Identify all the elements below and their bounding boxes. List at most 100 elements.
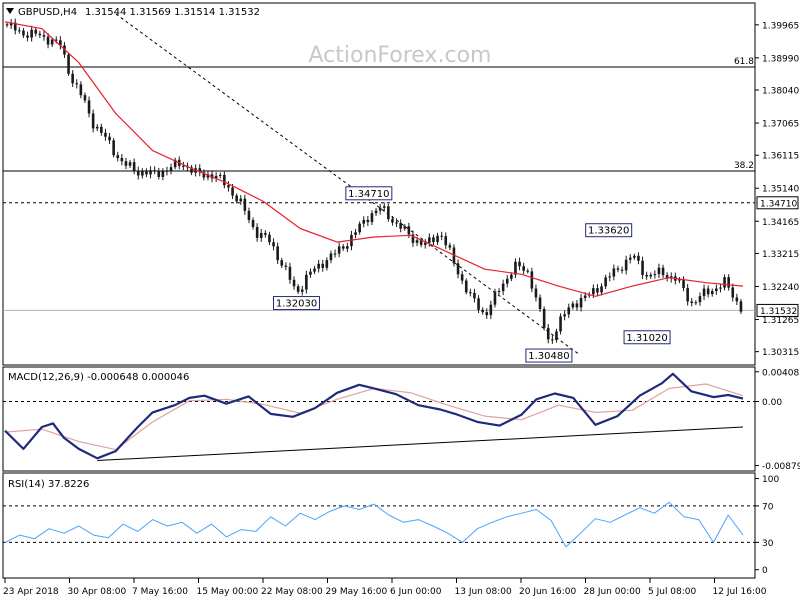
- macd-panel-frame: [2, 366, 756, 472]
- candle-body: [686, 287, 689, 302]
- time-axis-label: 15 May 00:00: [197, 587, 259, 597]
- candle-body: [67, 54, 70, 74]
- candle-body: [645, 274, 648, 277]
- price-y-tick-label: 1.31265: [762, 316, 799, 326]
- candle-body: [145, 171, 148, 175]
- candle-body: [370, 213, 374, 223]
- time-axis: 23 Apr 2018 30 Apr 08:00 7 May 16:00 15 May…: [3, 578, 767, 597]
- candle-body: [341, 246, 345, 249]
- candle-body: [702, 288, 706, 297]
- fib-level-label: 61.8: [734, 57, 754, 67]
- rsi-line: [4, 501, 744, 548]
- rsi-series: [4, 501, 744, 548]
- candle-body: [387, 206, 390, 220]
- price-annotations: 1.34710 1.32030 1.33620 1.31020 1.30480: [273, 186, 671, 363]
- candle-body: [382, 206, 386, 208]
- candle-body: [38, 33, 42, 36]
- candle-body: [448, 245, 452, 248]
- time-axis-label: 29 May 16:00: [326, 587, 388, 597]
- candle-body: [649, 274, 653, 277]
- candle-body: [731, 287, 735, 298]
- macd-y-tick-label: -0.008794: [762, 462, 800, 472]
- price-label-text: 1.30480: [528, 351, 569, 362]
- time-axis-label: 5 Jul 08:00: [648, 587, 697, 597]
- rsi-y-tick-label: 30: [762, 539, 774, 549]
- candle-body: [108, 136, 111, 141]
- candle-body: [682, 279, 685, 288]
- candle-body: [264, 232, 267, 235]
- candle-body: [440, 235, 443, 237]
- candle-body: [563, 314, 566, 317]
- candle-body: [333, 253, 337, 255]
- candle-body: [46, 36, 50, 45]
- fibonacci-levels: 61.8 38.2: [3, 57, 755, 172]
- price-y-tick-label: 1.36115: [762, 152, 799, 162]
- candle-body: [112, 140, 115, 156]
- candle-body: [173, 159, 177, 168]
- candle-body: [604, 277, 607, 287]
- time-axis-label: 22 May 08:00: [261, 587, 323, 597]
- candle-body: [309, 271, 312, 275]
- candle-body: [75, 83, 79, 85]
- candle-body: [268, 234, 271, 243]
- candle-body: [358, 223, 361, 233]
- candle-body: [13, 22, 17, 31]
- candle-body: [317, 263, 320, 269]
- candle-body: [481, 309, 484, 313]
- candle-body: [620, 269, 624, 271]
- candle-body: [79, 84, 83, 96]
- candle-body: [678, 279, 681, 281]
- candle-body: [526, 270, 530, 272]
- time-axis-label: 7 May 16:00: [132, 587, 188, 597]
- candle-body: [505, 278, 509, 284]
- candle-body: [329, 253, 333, 261]
- candle-body: [325, 260, 329, 268]
- candle-body: [432, 237, 435, 243]
- candle-body: [723, 277, 726, 288]
- candle-body: [50, 39, 54, 45]
- candle-body: [280, 260, 284, 266]
- level-price-tag-text: 1.34710: [760, 199, 797, 209]
- candle-body: [284, 265, 288, 267]
- fib-level-label: 38.2: [734, 161, 754, 171]
- candle-body: [91, 113, 95, 129]
- rsi-panel: RSI(14) 37.8226 100 70 30 0: [2, 472, 779, 579]
- candle-body: [575, 303, 579, 308]
- price-y-tick-label: 1.34165: [762, 218, 799, 228]
- candle-body: [534, 288, 538, 298]
- sma-line: [4, 21, 744, 297]
- candle-body: [583, 295, 587, 298]
- candle-body: [501, 283, 505, 292]
- candle-body: [83, 95, 87, 101]
- candle-body: [362, 219, 366, 224]
- candle-body: [514, 261, 517, 275]
- candle-body: [395, 222, 398, 224]
- candle-body: [292, 279, 296, 287]
- candle-body: [182, 165, 185, 167]
- price-label-box: [345, 186, 393, 201]
- candle-body: [235, 195, 238, 202]
- candle-body: [18, 30, 21, 32]
- candle-body: [477, 298, 480, 310]
- price-y-tick-label: 1.39965: [762, 21, 799, 31]
- candle-body: [665, 275, 669, 279]
- price-y-tick-label: 1.38040: [762, 87, 799, 97]
- price-y-tick-label: 1.33215: [762, 250, 799, 260]
- candle-body: [493, 291, 497, 305]
- candle-body: [374, 210, 378, 214]
- candle-body: [571, 303, 575, 308]
- rsi-panel-frame: [2, 472, 756, 579]
- candle-body: [305, 274, 308, 290]
- macd-y-tick-label: 0.00: [762, 398, 782, 408]
- price-y-tick-label: 1.38990: [762, 54, 799, 64]
- panel-dropdown-icon[interactable]: [6, 8, 14, 14]
- candle-body: [378, 207, 382, 211]
- candle-body: [124, 161, 128, 166]
- rsi-levels: [3, 505, 755, 543]
- candle-body: [592, 288, 595, 295]
- candle-body: [104, 132, 107, 137]
- candle-body: [596, 288, 599, 293]
- candle-body: [579, 297, 583, 308]
